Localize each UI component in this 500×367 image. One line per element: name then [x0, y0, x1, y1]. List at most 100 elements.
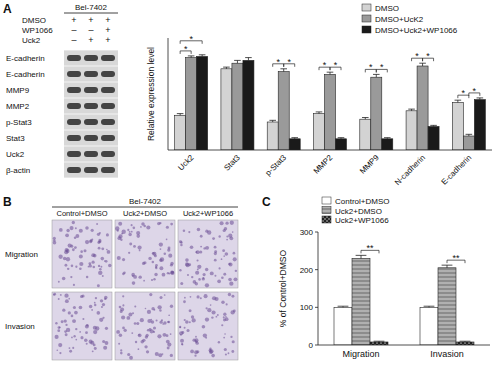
cell [134, 322, 137, 325]
cell [122, 295, 124, 297]
band [67, 71, 81, 77]
legend-label: DMSO+UcK2 [375, 15, 424, 24]
cell [225, 222, 228, 225]
significance-label: ** [452, 253, 460, 263]
cell [138, 275, 141, 278]
cell [189, 321, 191, 323]
error-bar [384, 138, 391, 139]
cell [233, 257, 237, 261]
micrograph [52, 292, 112, 360]
cell [73, 284, 75, 286]
cell [98, 247, 101, 250]
y-axis-label: Relative expression level [146, 47, 156, 141]
bar [267, 122, 278, 150]
cell [72, 248, 75, 251]
cell [155, 264, 158, 267]
error-bar [327, 72, 334, 74]
cell [195, 336, 197, 338]
cell [122, 304, 124, 306]
error-bar [199, 55, 206, 57]
cell [82, 318, 84, 320]
cell [223, 273, 226, 276]
cell [120, 239, 122, 241]
cell [200, 297, 202, 299]
cell [55, 322, 57, 324]
legend-label: Uck2+DMSO [335, 207, 382, 216]
cell [101, 306, 103, 308]
bar [232, 63, 243, 150]
cell [171, 271, 175, 275]
significance-label: * [369, 62, 373, 72]
cell [152, 252, 155, 255]
cell [138, 333, 142, 337]
legend-label: DMSO [375, 4, 399, 13]
cell [231, 350, 234, 353]
error-bar [373, 74, 380, 77]
cell [107, 250, 111, 254]
error-bar [408, 109, 415, 111]
cell [74, 311, 78, 315]
cell [198, 278, 201, 281]
cell [79, 267, 82, 270]
cell [190, 245, 194, 249]
cell [75, 266, 77, 268]
cell [89, 340, 93, 344]
cell [85, 226, 89, 230]
error-bar [291, 138, 298, 139]
cell [84, 249, 87, 252]
bar [428, 126, 439, 150]
cell [190, 296, 192, 298]
cell [184, 327, 186, 329]
cell [156, 319, 158, 321]
cell [202, 277, 205, 280]
cell [205, 307, 207, 309]
blot-strip [64, 99, 118, 113]
error-bar [356, 255, 367, 258]
cell [183, 300, 186, 303]
cell [159, 321, 162, 324]
protein-label: Uck2 [6, 150, 25, 159]
x-tick-label: MMP9 [358, 153, 381, 176]
cell [120, 352, 123, 355]
micrograph [115, 220, 175, 288]
panel-label: C [262, 195, 271, 209]
cell [190, 349, 194, 353]
cell [84, 339, 87, 342]
cell [228, 293, 231, 296]
cell [105, 327, 108, 330]
y-tick-label: 200 [300, 266, 314, 275]
cell [225, 353, 227, 355]
cell [108, 264, 111, 267]
cell [218, 235, 220, 237]
cell [85, 325, 89, 329]
significance-label: * [276, 57, 280, 67]
figure: ABCBel-7402DMSO+++WP1066––+Uck2–++E-cadh… [0, 0, 500, 367]
cell [155, 352, 159, 356]
cell [74, 246, 77, 249]
cell [147, 329, 150, 332]
cell [228, 278, 232, 282]
cell [187, 274, 189, 276]
cell [205, 283, 209, 287]
cell [223, 313, 226, 316]
cell [233, 310, 236, 313]
band [67, 55, 81, 61]
treatment-sign: + [71, 15, 76, 25]
cell [218, 267, 220, 269]
cell [142, 339, 145, 342]
treatment-sign: + [105, 25, 110, 35]
x-tick-label: N-cadherin [393, 153, 427, 187]
legend-swatch [322, 207, 331, 214]
cell [132, 281, 136, 285]
cell [91, 229, 94, 232]
error-bar [442, 265, 453, 268]
band [84, 135, 98, 141]
cell [135, 341, 137, 343]
cell [218, 341, 220, 343]
micrograph [52, 220, 112, 288]
cell [161, 353, 163, 355]
cell [200, 246, 202, 248]
cell [146, 225, 150, 229]
cell [180, 339, 184, 343]
cell [80, 250, 83, 253]
